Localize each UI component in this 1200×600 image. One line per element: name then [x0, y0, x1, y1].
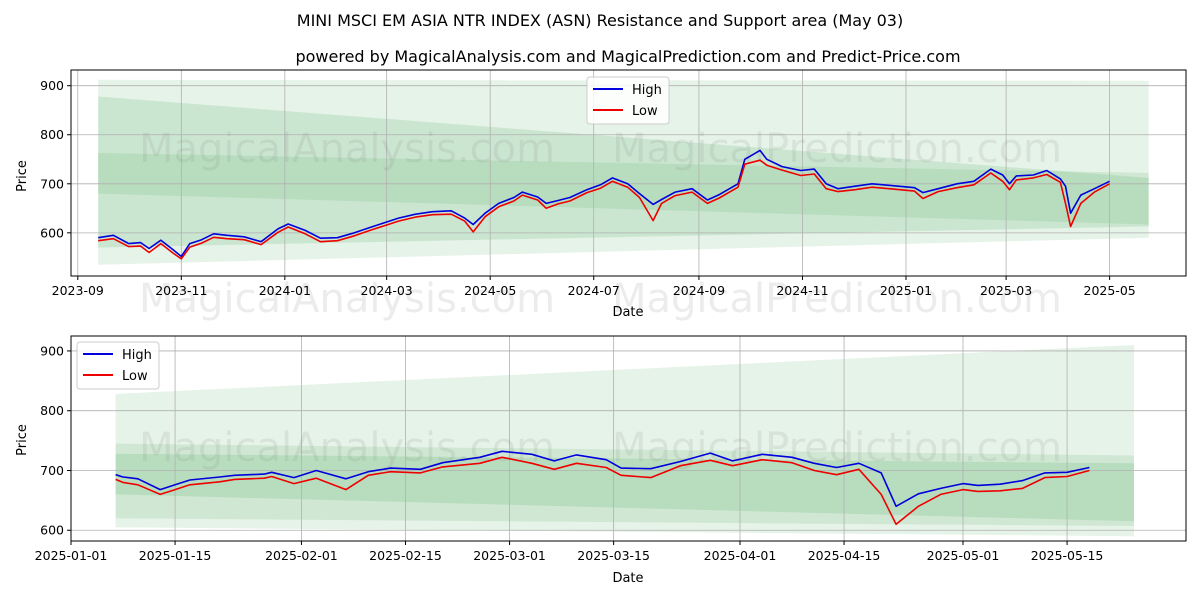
x-tick-label: 2025-05	[1084, 283, 1136, 298]
resistance-support-band	[115, 443, 1134, 527]
bottom-legend: High Low	[76, 341, 160, 390]
y-tick-label: 700	[40, 176, 64, 191]
top-series-lines	[98, 149, 1110, 260]
y-tick-label: 600	[40, 225, 64, 240]
bottom-series-lines	[115, 450, 1090, 526]
x-tick-label: 2024-07	[568, 283, 620, 298]
resistance-support-band	[98, 152, 1149, 265]
x-tick-label: 2023-09	[52, 283, 104, 298]
bottom-plot-frame	[70, 335, 1187, 542]
x-tick-label: 2024-01	[259, 283, 311, 298]
y-tick-label: 700	[40, 463, 64, 478]
x-tick-label: 2024-11	[776, 283, 828, 298]
watermark: MagicalPrediction.com	[612, 276, 1062, 322]
x-tick-label: 2024-09	[673, 283, 725, 298]
series-line-low	[115, 456, 1090, 526]
legend-high-label: High	[122, 348, 152, 363]
y-tick-label: 800	[40, 127, 64, 142]
top-axis-ticks: 2023-09 2023-11 2024-01 2024-03 2024-05 2024-…	[40, 78, 1136, 298]
watermark: MagicalPrediction.com	[612, 425, 1062, 471]
watermark: MagicalPrediction.com	[612, 126, 1062, 172]
bottom-axis-ticks: 2025-01-01 2025-01-15 2025-02-01 2025-02-15…	[35, 343, 1104, 563]
x-tick-label: 2025-03	[980, 283, 1032, 298]
x-tick-label: 2025-05-01	[927, 548, 1000, 563]
x-tick-label: 2025-03-01	[473, 548, 546, 563]
resistance-support-band	[115, 344, 1134, 537]
x-tick-label: 2025-01-01	[35, 548, 108, 563]
top-chart-panel: MagicalAnalysis.com MagicalPrediction.co…	[15, 69, 1187, 322]
chart-title: MINI MSCI EM ASIA NTR INDEX (ASN) Resist…	[297, 11, 903, 30]
bottom-x-axis-label: Date	[612, 571, 643, 586]
bottom-y-axis-label: Price	[15, 424, 30, 456]
x-tick-label: 2025-02-15	[369, 548, 442, 563]
x-tick-label: 2025-05-15	[1031, 548, 1104, 563]
x-tick-label: 2025-04-15	[808, 548, 881, 563]
watermark: MagicalAnalysis.com	[139, 276, 555, 322]
x-tick-label: 2025-01-15	[139, 548, 212, 563]
y-tick-label: 900	[40, 78, 64, 93]
series-line-high	[98, 149, 1110, 258]
x-tick-label: 2025-02-01	[265, 548, 338, 563]
x-tick-label: 2024-05	[464, 283, 516, 298]
top-y-axis-label: Price	[15, 160, 30, 192]
legend-high-label: High	[632, 83, 662, 98]
y-tick-label: 800	[40, 403, 64, 418]
top-plot-frame	[70, 69, 1187, 277]
bottom-chart-panel: MagicalAnalysis.com MagicalPrediction.co…	[15, 335, 1187, 586]
series-line-low	[98, 159, 1110, 260]
top-legend: High Low	[586, 76, 670, 125]
legend-low-label: Low	[122, 369, 148, 384]
y-tick-label: 900	[40, 343, 64, 358]
y-tick-label: 600	[40, 523, 64, 538]
x-tick-label: 2025-01	[880, 283, 932, 298]
watermark: MagicalAnalysis.com	[139, 425, 555, 471]
bottom-grid	[70, 336, 1186, 541]
legend-low-label: Low	[632, 104, 658, 119]
x-tick-label: 2023-11	[155, 283, 207, 298]
x-tick-label: 2025-04-01	[704, 548, 777, 563]
chart-subtitle: powered by MagicalAnalysis.com and Magic…	[295, 47, 960, 66]
top-band-area	[98, 79, 1149, 265]
x-tick-label: 2025-03-15	[577, 548, 650, 563]
series-line-high	[115, 450, 1090, 508]
resistance-support-band	[98, 96, 1149, 248]
watermark: MagicalAnalysis.com	[139, 126, 555, 172]
top-grid	[71, 70, 1186, 276]
top-x-axis-label: Date	[612, 305, 643, 320]
x-tick-label: 2024-03	[361, 283, 413, 298]
